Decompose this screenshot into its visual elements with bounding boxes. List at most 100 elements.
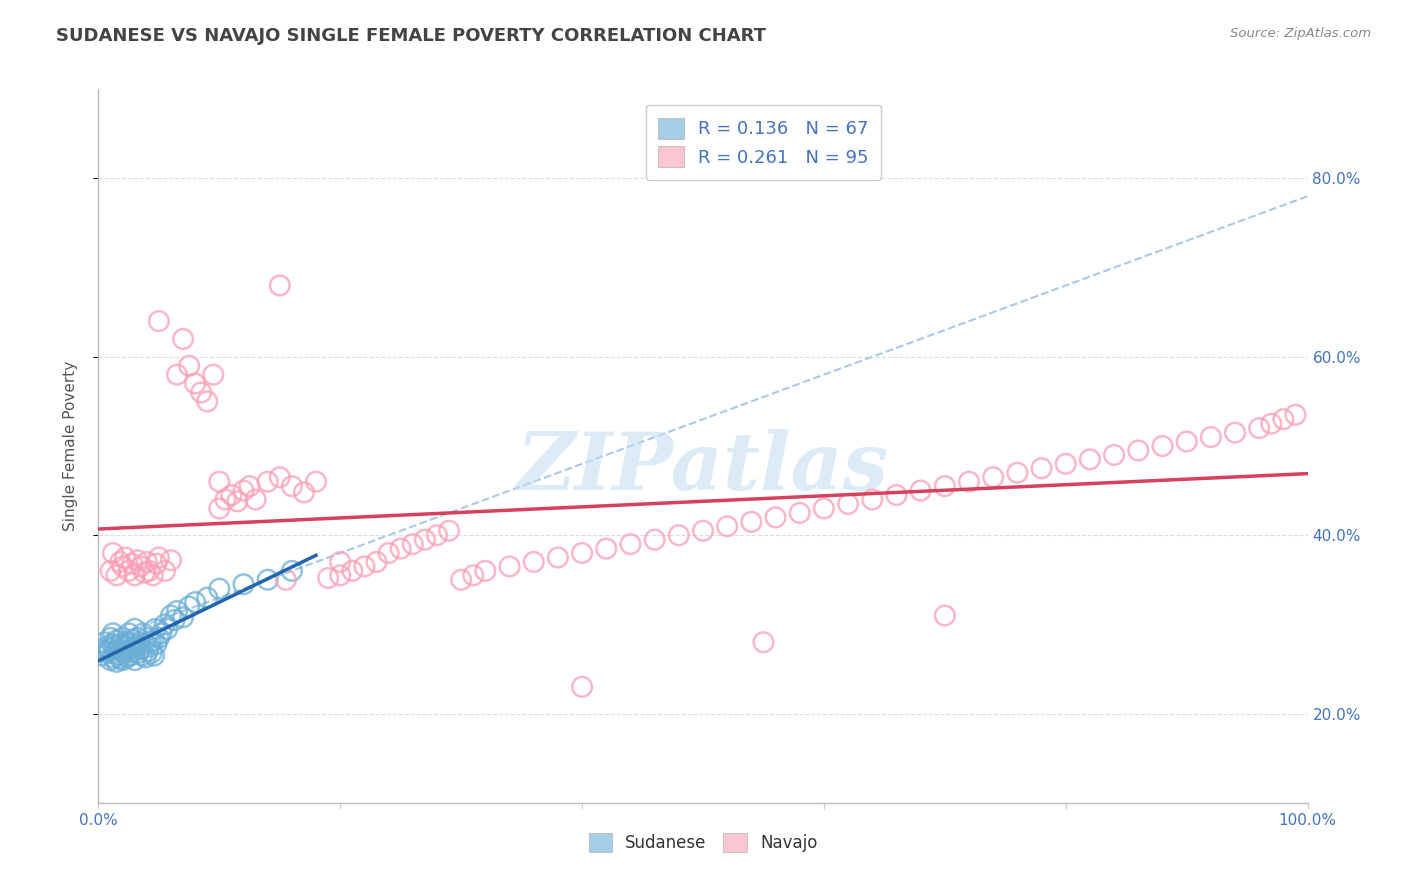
Point <box>305 475 328 489</box>
Point <box>142 568 165 582</box>
Point <box>226 494 249 508</box>
Point <box>1128 443 1150 458</box>
Point <box>108 555 131 569</box>
Point <box>100 653 122 667</box>
Point <box>256 475 278 489</box>
Point <box>274 573 297 587</box>
Point <box>135 555 157 569</box>
Point <box>752 635 775 649</box>
Point <box>118 564 141 578</box>
Point <box>101 546 124 560</box>
Point <box>957 475 980 489</box>
Point <box>179 359 201 373</box>
Text: SUDANESE VS NAVAJO SINGLE FEMALE POVERTY CORRELATION CHART: SUDANESE VS NAVAJO SINGLE FEMALE POVERTY… <box>56 27 766 45</box>
Point <box>111 631 134 645</box>
Point <box>127 553 149 567</box>
Point <box>208 501 231 516</box>
Point <box>1152 439 1174 453</box>
Point <box>142 633 165 648</box>
Text: ZIPatlas: ZIPatlas <box>517 429 889 506</box>
Point <box>245 492 267 507</box>
Point <box>129 559 152 574</box>
Point <box>118 642 141 657</box>
Point <box>190 385 212 400</box>
Point <box>281 564 304 578</box>
Point <box>111 653 134 667</box>
Point <box>208 475 231 489</box>
Point <box>105 655 128 669</box>
Point <box>232 483 254 498</box>
Point <box>619 537 641 551</box>
Point <box>150 626 173 640</box>
Point <box>134 566 156 580</box>
Point <box>105 568 128 582</box>
Point <box>239 479 262 493</box>
Point <box>463 568 485 582</box>
Point <box>1031 461 1053 475</box>
Point <box>413 533 436 547</box>
Point <box>172 332 194 346</box>
Point <box>1175 434 1198 449</box>
Point <box>377 546 399 560</box>
Text: Source: ZipAtlas.com: Source: ZipAtlas.com <box>1230 27 1371 40</box>
Point <box>166 368 188 382</box>
Point <box>153 564 176 578</box>
Point <box>813 501 835 516</box>
Point <box>547 550 569 565</box>
Point <box>114 550 136 565</box>
Point <box>100 637 122 651</box>
Point <box>1249 421 1271 435</box>
Point <box>112 640 135 654</box>
Point <box>202 368 225 382</box>
Point <box>402 537 425 551</box>
Point <box>121 632 143 647</box>
Point <box>163 613 186 627</box>
Point <box>886 488 908 502</box>
Point <box>523 555 546 569</box>
Point <box>138 564 160 578</box>
Point <box>148 314 170 328</box>
Legend: Sudanese, Navajo: Sudanese, Navajo <box>582 826 824 859</box>
Point <box>342 564 364 578</box>
Point <box>166 604 188 618</box>
Point <box>292 485 315 500</box>
Point <box>765 510 787 524</box>
Point <box>498 559 520 574</box>
Point <box>93 635 115 649</box>
Point <box>96 640 118 654</box>
Point <box>571 546 593 560</box>
Point <box>172 610 194 624</box>
Point <box>910 483 932 498</box>
Point <box>91 648 114 663</box>
Point <box>108 651 131 665</box>
Point <box>139 635 162 649</box>
Point <box>366 555 388 569</box>
Point <box>571 680 593 694</box>
Point <box>117 650 139 665</box>
Point <box>124 653 146 667</box>
Point <box>281 479 304 493</box>
Point <box>101 626 124 640</box>
Point <box>389 541 412 556</box>
Point <box>353 559 375 574</box>
Point <box>740 515 762 529</box>
Point <box>101 650 124 665</box>
Point <box>121 557 143 571</box>
Point <box>111 559 134 574</box>
Point <box>668 528 690 542</box>
Point <box>114 646 136 660</box>
Point <box>1054 457 1077 471</box>
Point <box>148 631 170 645</box>
Point <box>1078 452 1101 467</box>
Point <box>269 470 291 484</box>
Point <box>1223 425 1246 440</box>
Point <box>145 637 167 651</box>
Point <box>104 646 127 660</box>
Point <box>124 568 146 582</box>
Point <box>135 631 157 645</box>
Point <box>100 631 122 645</box>
Point <box>134 637 156 651</box>
Point <box>474 564 496 578</box>
Point <box>1007 466 1029 480</box>
Point <box>221 488 243 502</box>
